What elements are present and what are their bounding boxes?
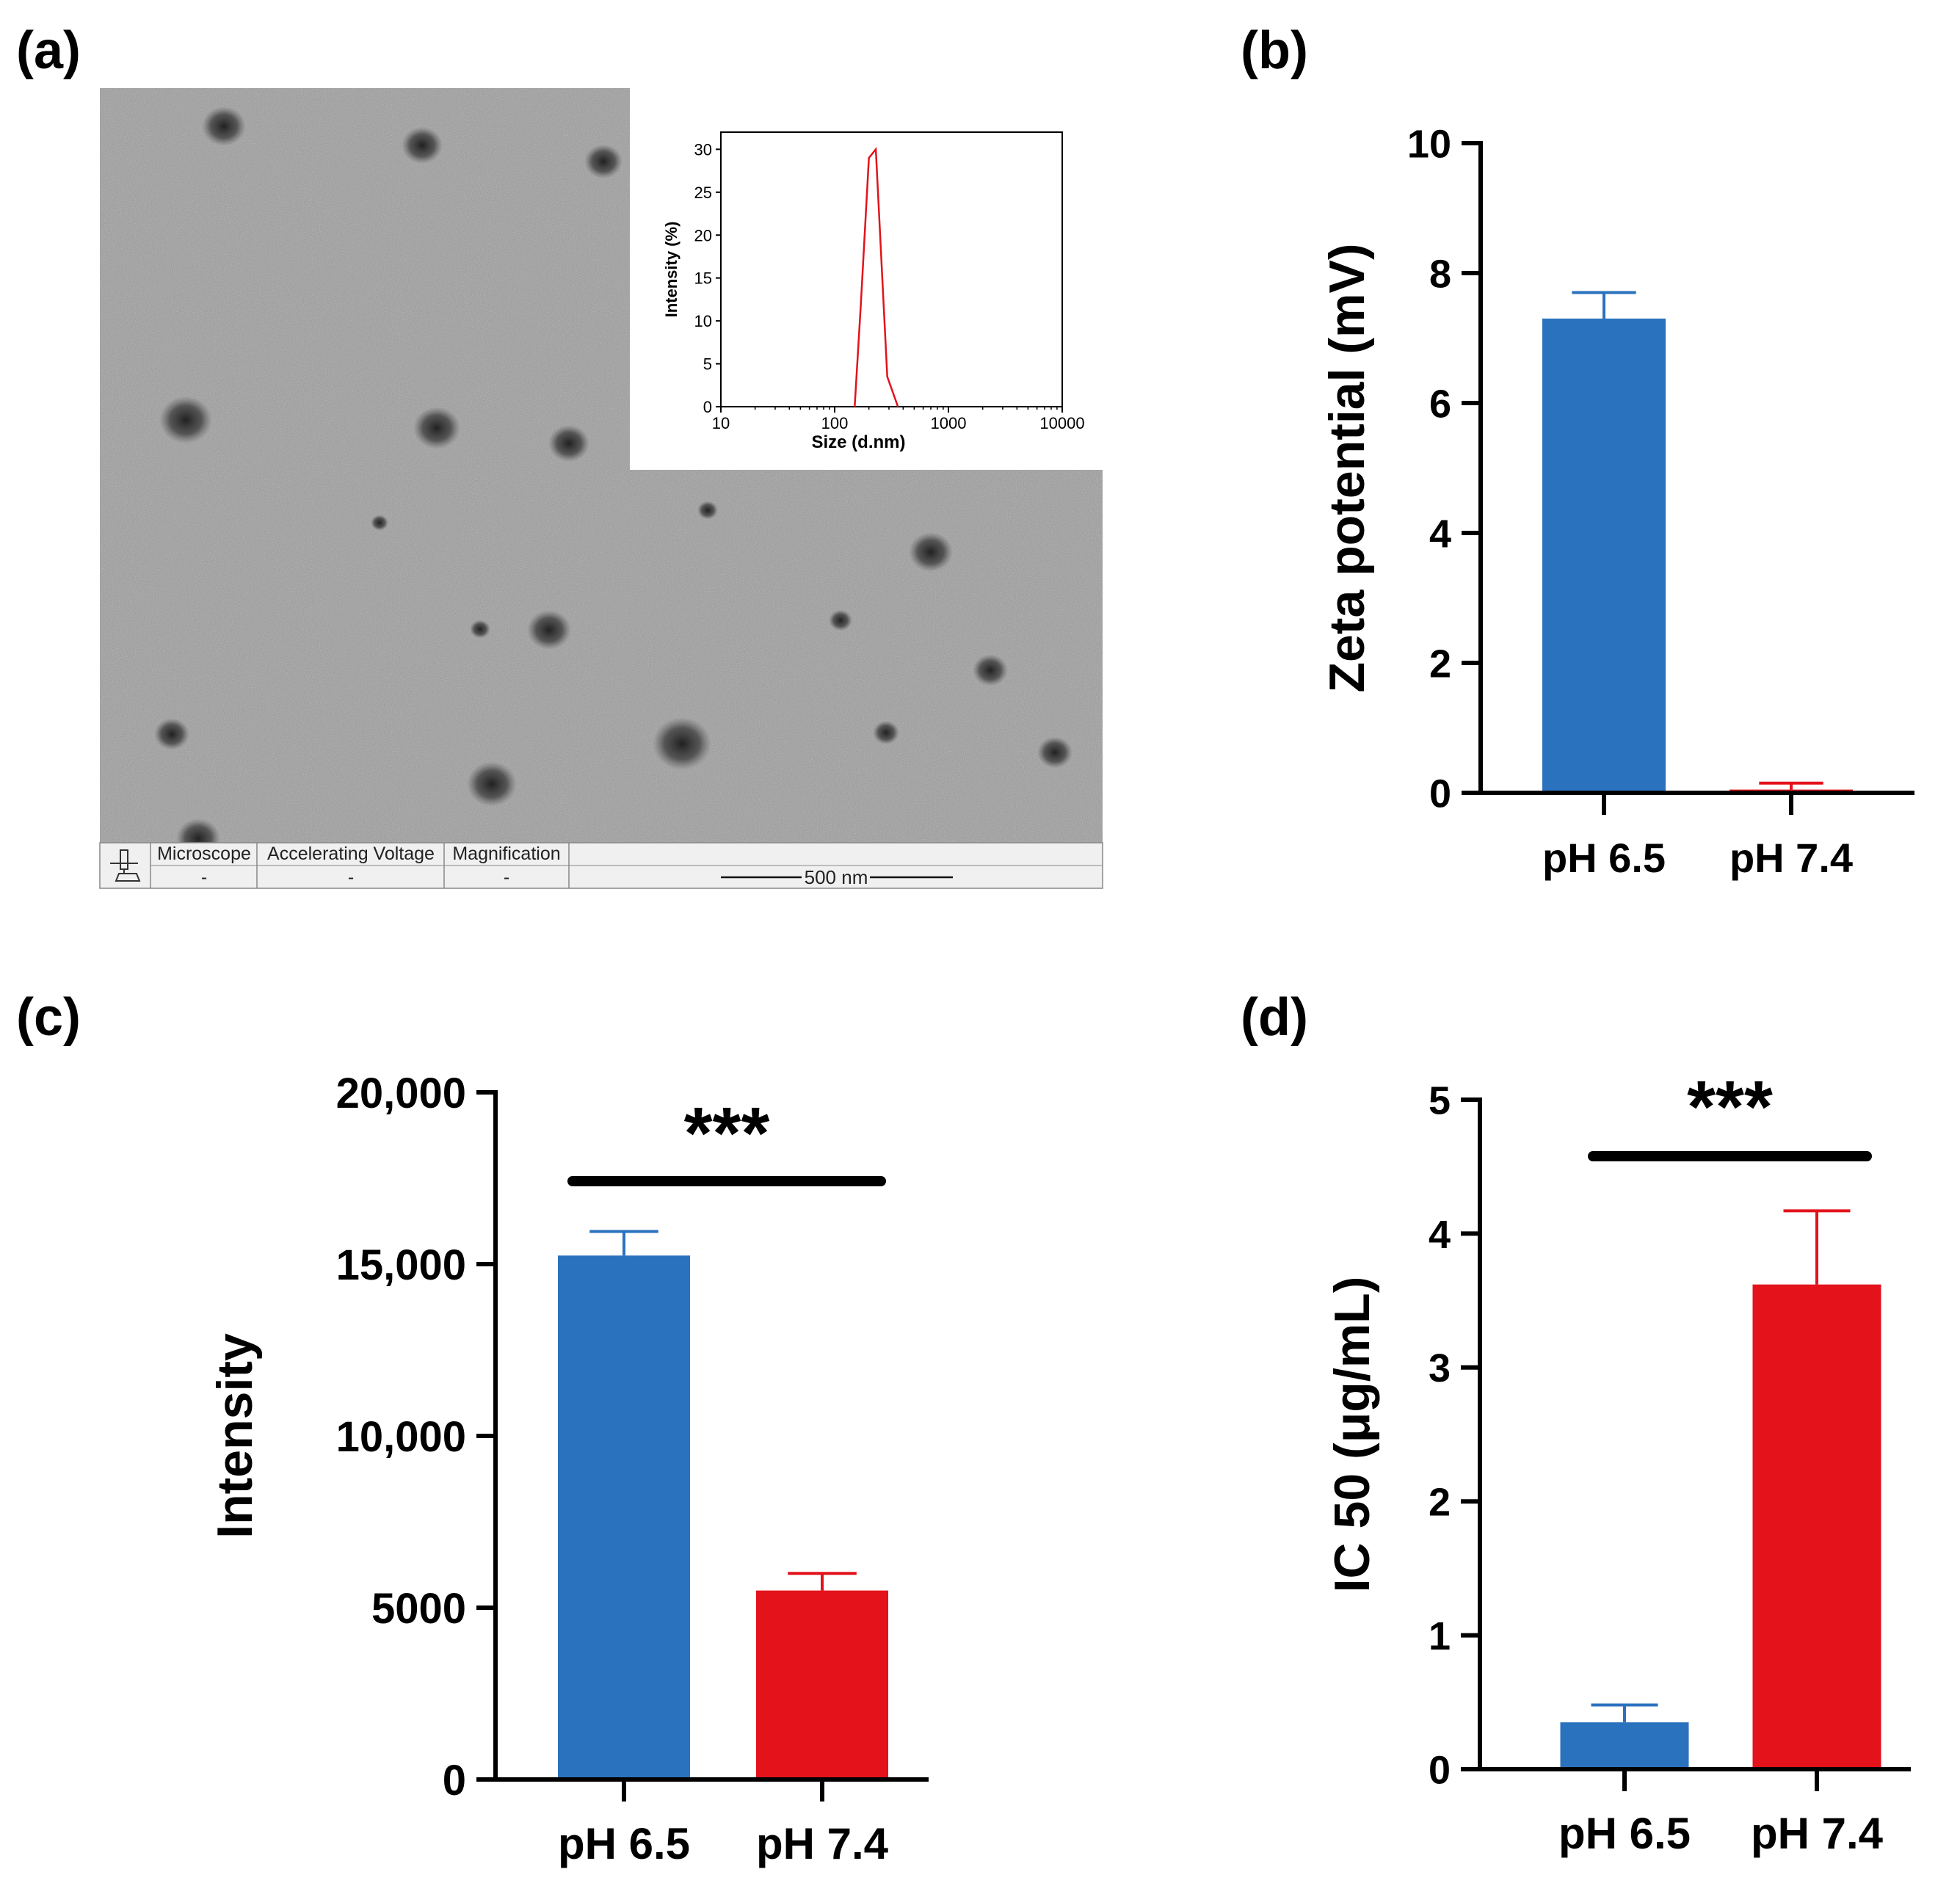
y-axis-title: Zeta potential (mV): [1319, 243, 1375, 692]
panel-d-label: (d): [1241, 988, 1308, 1047]
nanoparticle: [467, 761, 517, 807]
info-voltage-value: -: [348, 867, 354, 888]
microscope-icon: [110, 849, 141, 882]
info-magnification-label: Magnification: [452, 843, 560, 864]
nanoparticle: [697, 501, 718, 520]
x-tick-label: pH 7.4: [1729, 835, 1853, 881]
tem-particles: [154, 106, 1072, 858]
nanoparticle: [527, 610, 571, 650]
panel-b-label: (b): [1241, 21, 1308, 80]
inset-y-tick-label: 0: [703, 398, 712, 416]
inset-dls-chart: 0 5 10 15 20 25 30 10 100 1000 10000 Size (d.nm) Int…: [662, 131, 1085, 452]
nanoparticle: [548, 424, 589, 462]
inset-y-tick-label: 15: [694, 269, 712, 288]
nanoparticle: [470, 620, 490, 639]
nanoparticle: [371, 515, 388, 531]
nanoparticle: [202, 106, 246, 146]
inset-frame: [720, 131, 1063, 407]
y-tick-label: 0: [1429, 1748, 1451, 1792]
y-tick-label: 4: [1429, 512, 1451, 556]
inset-x-tick-label: 1000: [931, 414, 967, 432]
y-tick-label: 2: [1429, 642, 1451, 686]
nanoparticle: [413, 407, 460, 449]
nanoparticle: [402, 126, 443, 164]
nanoparticle: [653, 717, 711, 770]
nanoparticle: [154, 718, 189, 750]
nanoparticle: [584, 144, 623, 179]
x-tick-label: pH 6.5: [558, 1819, 690, 1868]
y-tick-label: 10: [1407, 122, 1451, 166]
y-tick-label: 6: [1429, 382, 1451, 426]
significance-label: ***: [1687, 1066, 1773, 1148]
info-microscope-label: Microscope: [157, 843, 251, 864]
significance-label: ***: [684, 1092, 770, 1175]
bar-2: [756, 1590, 888, 1779]
y-tick-label: 5: [1429, 1078, 1451, 1122]
info-voltage-label: Accelerating Voltage: [267, 843, 435, 864]
inset-y-tick-label: 20: [694, 226, 712, 244]
y-tick-label: 0: [443, 1757, 466, 1804]
y-tick-label: 2: [1429, 1481, 1451, 1525]
inset-x-tick-label: 10000: [1039, 414, 1084, 432]
panel-c-label: (c): [16, 988, 81, 1047]
inset-y-axis-title: Intensity (%): [662, 222, 680, 318]
nanoparticle: [873, 720, 899, 745]
bar-1: [1560, 1722, 1689, 1769]
y-tick-label: 1: [1429, 1614, 1451, 1658]
scale-bar-label: 500 nm: [805, 866, 868, 888]
y-axis-title: IC 50 (μg/mL): [1324, 1277, 1380, 1593]
inset-dls-line: [854, 147, 899, 407]
inset-y-tick-label: 30: [694, 140, 712, 159]
inset-y-tick-label: 10: [694, 312, 712, 330]
x-tick-label: pH 7.4: [756, 1819, 889, 1868]
inset-y-tick-label: 5: [703, 355, 712, 374]
y-tick-label: 15,000: [336, 1241, 466, 1289]
y-tick-label: 3: [1429, 1346, 1451, 1390]
bar-1: [1542, 318, 1666, 793]
nanoparticle: [909, 532, 953, 572]
inset-x-tick-label: 100: [821, 414, 849, 432]
nanoparticle: [829, 609, 852, 631]
inset-x-tick-label: 10: [712, 414, 730, 432]
info-microscope-value: -: [201, 867, 207, 888]
nanoparticle: [159, 396, 212, 444]
x-tick-label: pH 7.4: [1751, 1809, 1884, 1858]
panel-a-label: (a): [16, 21, 81, 80]
y-tick-label: 5000: [371, 1585, 466, 1633]
info-magnification-value: -: [504, 867, 509, 888]
y-tick-label: 0: [1429, 772, 1451, 816]
y-tick-label: 20,000: [336, 1070, 466, 1117]
bar-2: [1752, 1284, 1881, 1769]
inset-x-axis-title: Size (d.nm): [811, 432, 905, 452]
y-tick-label: 8: [1429, 252, 1451, 296]
nanoparticle: [1037, 736, 1072, 769]
bar-1: [558, 1255, 690, 1779]
x-tick-label: pH 6.5: [1558, 1809, 1691, 1858]
y-tick-label: 10,000: [336, 1413, 466, 1461]
y-tick-label: 4: [1429, 1213, 1451, 1257]
inset-y-tick-label: 25: [694, 184, 712, 202]
x-tick-label: pH 6.5: [1542, 835, 1666, 881]
y-axis-title: Intensity: [207, 1333, 263, 1539]
tem-info-bar: Microscope Accelerating Voltage Magnific…: [99, 842, 1103, 889]
nanoparticle: [973, 654, 1008, 686]
